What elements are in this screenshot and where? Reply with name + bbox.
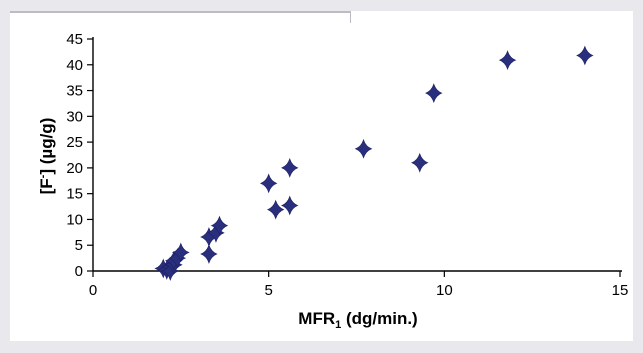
- x-tick-label: 5: [264, 282, 272, 299]
- axes: [92, 37, 622, 272]
- y-tick-label: 5: [75, 237, 83, 254]
- data-point: [259, 173, 278, 194]
- x-tick-label: 0: [89, 282, 97, 299]
- y-axis-title: [F-] (µg/g): [37, 118, 56, 195]
- data-points: [154, 45, 594, 281]
- x-tick-label: 10: [436, 282, 453, 299]
- y-tick-label: 15: [66, 186, 83, 203]
- x-tick-label: 15: [612, 282, 629, 299]
- data-point: [171, 242, 190, 263]
- plot-card: [10, 11, 633, 341]
- ticks: 0 5 10 15 0 5 10 15 20 25 30 35 40 45: [66, 31, 628, 299]
- top-rule: [10, 11, 350, 13]
- data-point: [498, 50, 517, 71]
- y-tick-label: 45: [66, 31, 83, 48]
- y-tick-label: 30: [66, 108, 83, 125]
- y-tick-label: 40: [66, 57, 83, 74]
- y-tick-label: 0: [75, 263, 83, 280]
- data-point: [354, 138, 373, 159]
- y-tick-label: 25: [66, 134, 83, 151]
- x-axis-title: MFR1 (dg/min.): [298, 309, 417, 331]
- data-point: [576, 45, 594, 66]
- data-point: [266, 199, 285, 220]
- y-tick-label: 35: [66, 83, 83, 100]
- y-tick-label: 20: [66, 160, 83, 177]
- data-point: [410, 152, 429, 173]
- top-divider: [350, 11, 351, 23]
- data-point: [200, 244, 218, 264]
- data-point: [424, 83, 443, 104]
- data-point: [280, 195, 299, 216]
- data-point: [280, 157, 299, 178]
- data-point: [210, 215, 229, 236]
- y-tick-label: 10: [66, 211, 83, 228]
